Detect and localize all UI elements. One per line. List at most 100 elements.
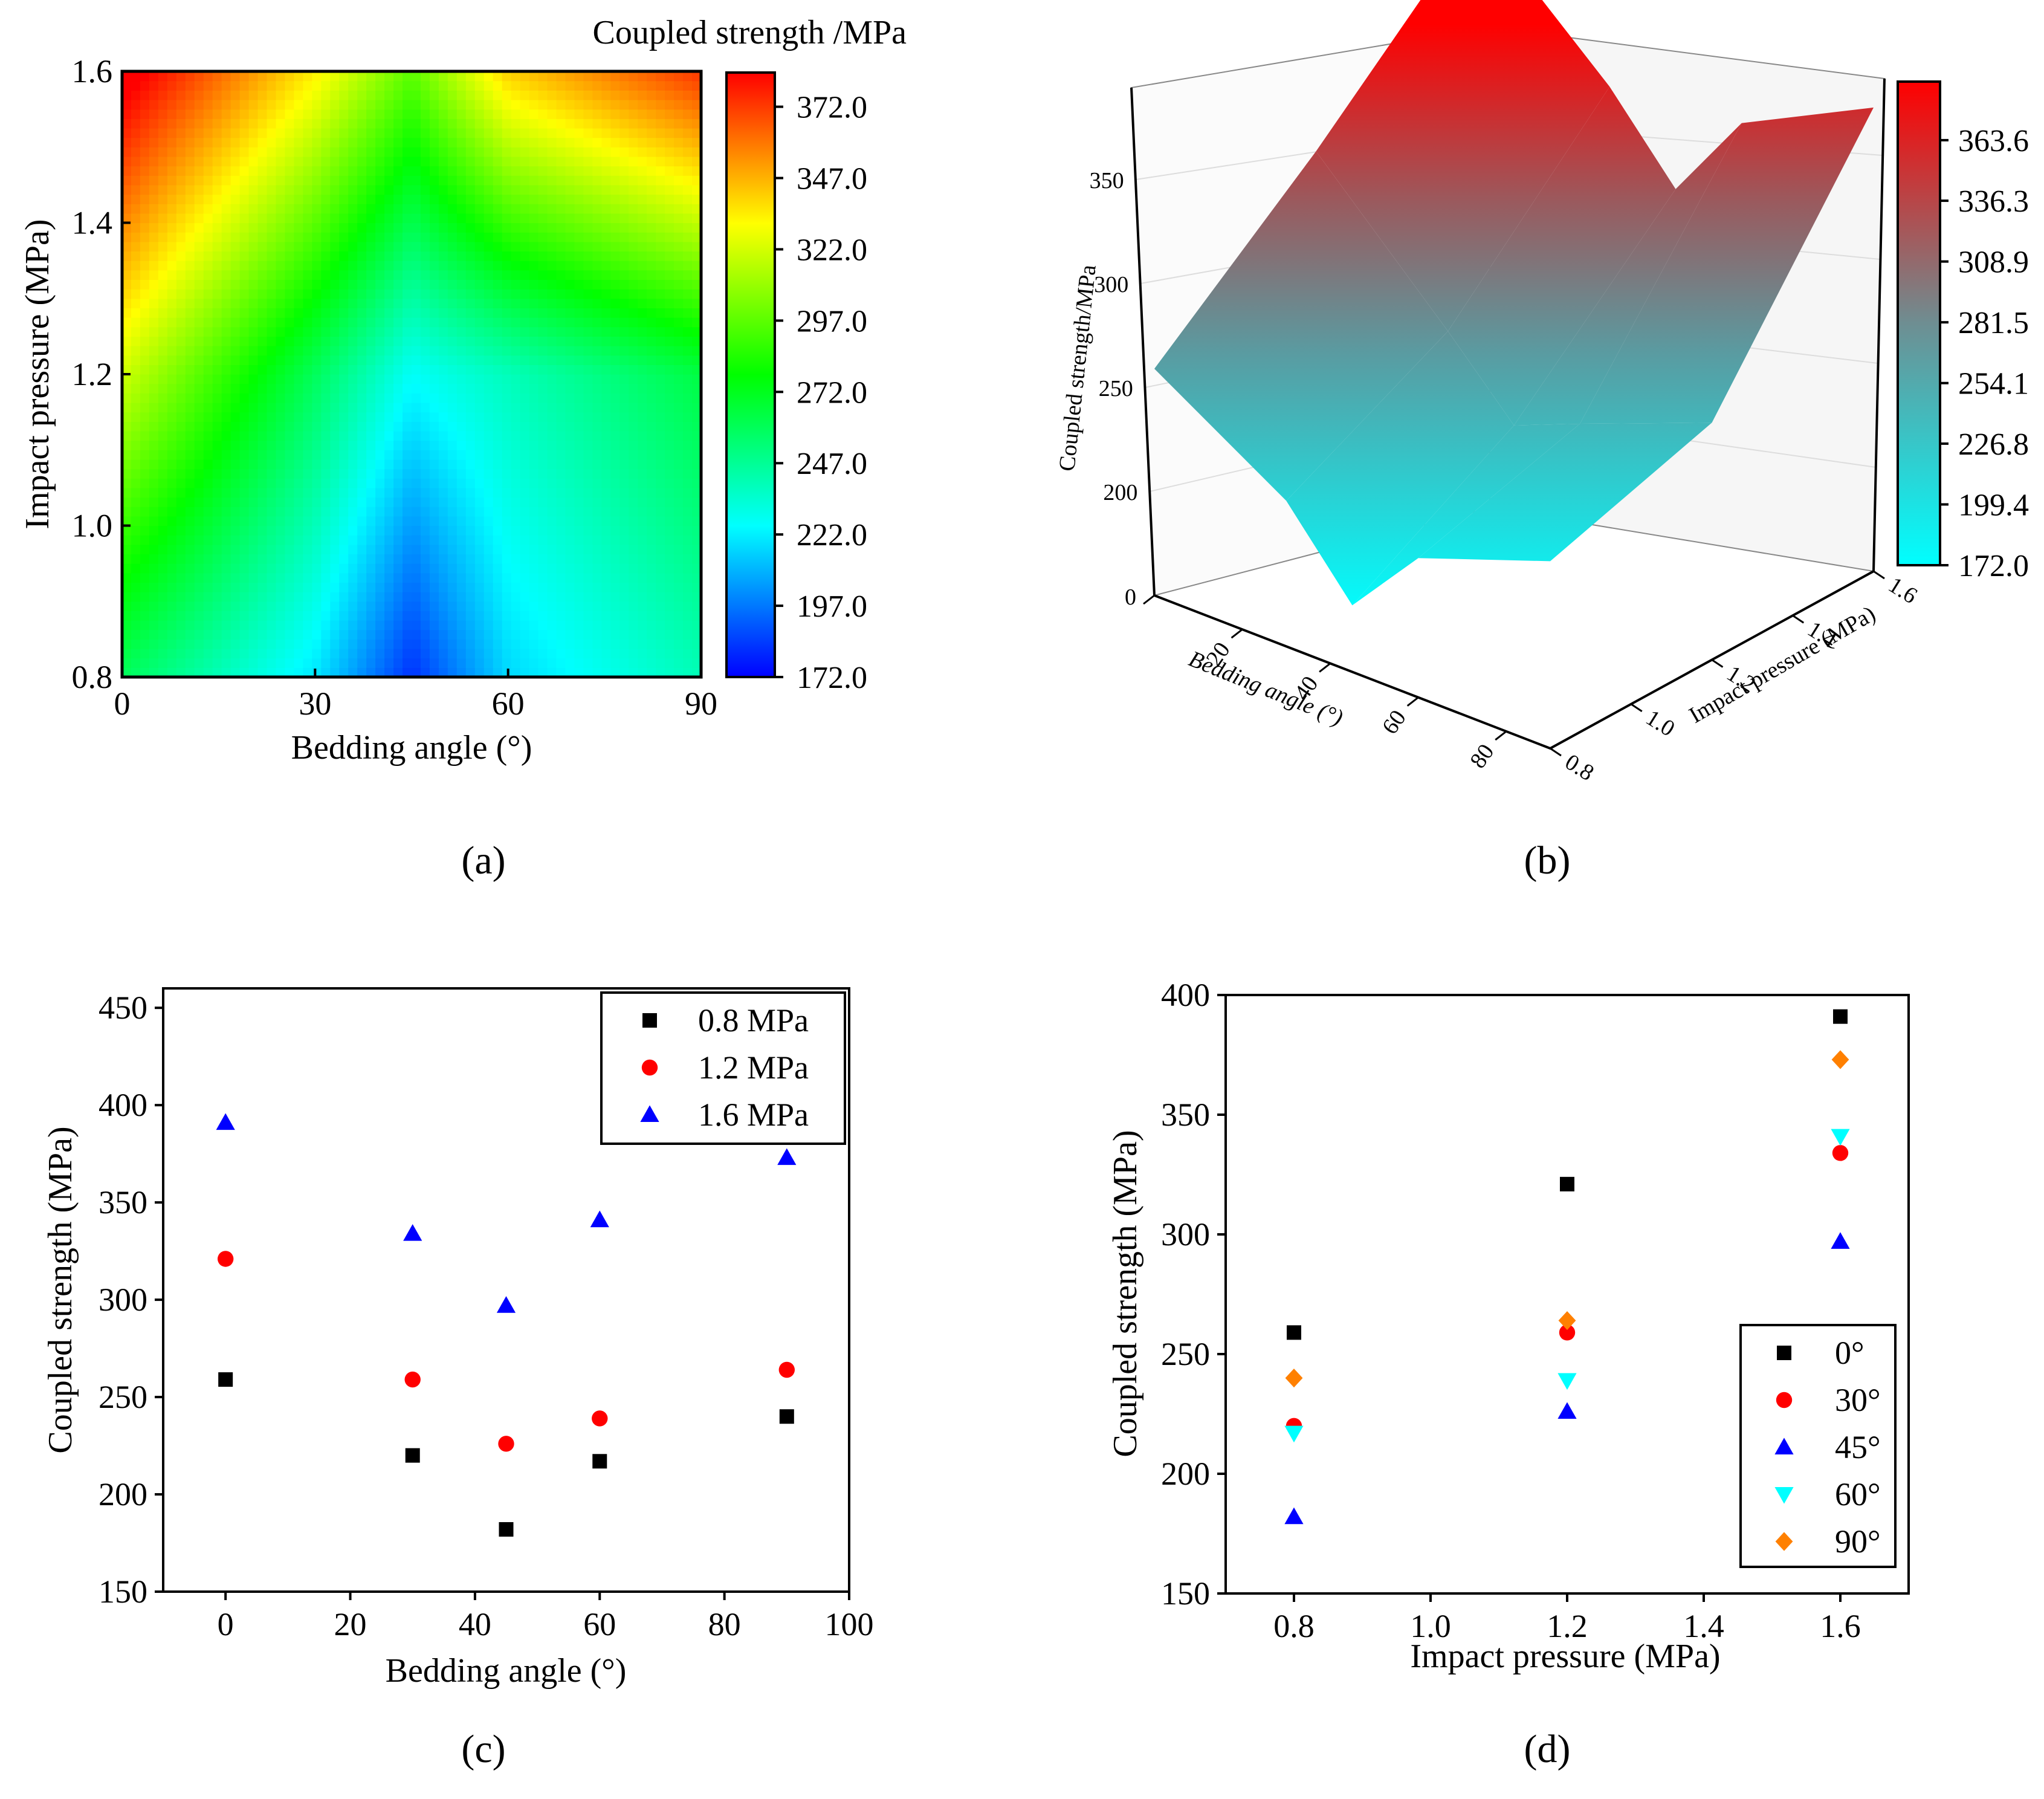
heatmap-cell [384,270,394,280]
heatmap-cell [267,525,277,536]
heatmap-cell [583,393,593,403]
heatmap-cell [230,241,241,252]
heatmap-cell [403,213,412,224]
colorbar-tick-label: 281.5 [1958,306,2029,340]
heatmap-cell [638,317,647,328]
heatmap-cell [493,393,503,403]
heatmap-cell [321,137,331,147]
heatmap-cell [484,326,494,337]
heatmap-cell [665,279,674,290]
heatmap-cell [610,222,620,233]
heatmap-cell [447,289,458,299]
heatmap-cell [257,156,268,167]
heatmap-cell [294,270,303,280]
heatmap-cell [230,535,241,545]
heatmap-cell [529,156,539,167]
heatmap-cell [321,478,331,488]
heatmap-cell [601,563,611,574]
heatmap-cell [511,639,521,649]
heatmap-cell [221,582,231,592]
heatmap-cell [592,516,602,527]
heatmap-cell [366,430,376,441]
heatmap-cell [194,241,204,252]
heatmap-cell [574,355,584,365]
heatmap-cell [683,71,693,82]
heatmap-cell [257,592,268,602]
data-point [217,1251,234,1267]
heatmap-cell [221,658,231,668]
heatmap-cell [294,222,303,233]
heatmap-cell [339,317,349,328]
heatmap-cell [348,336,358,346]
heatmap-cell [638,346,647,356]
heatmap-cell [520,222,530,233]
heatmap-cell [429,355,439,365]
heatmap-cell [131,326,141,337]
heatmap-cell [321,393,331,403]
heatmap-cell [412,90,421,100]
heatmap-cell [429,194,439,204]
heatmap-cell [556,629,566,640]
heatmap-cell [167,525,177,536]
heatmap-cell [429,90,439,100]
heatmap-cell [429,658,439,668]
heatmap-cell [267,402,277,413]
heatmap-cell [257,582,268,592]
heatmap-cell [511,241,521,252]
heatmap-cell [520,128,530,138]
heatmap-cell [592,572,602,583]
heatmap-cell [348,374,358,384]
heatmap-cell [574,402,584,413]
heatmap-cell [692,554,701,564]
heatmap-cell [565,611,575,621]
heatmap-cell [683,592,693,602]
heatmap-cell [167,507,177,517]
heatmap-cell [357,459,367,470]
heatmap-cell [339,251,349,261]
heatmap-cell [692,649,701,659]
heatmap-cell [248,620,259,630]
heatmap-cell [303,487,312,498]
heatmap-cell [583,450,593,460]
heatmap-cell [520,90,530,100]
heatmap-cell [294,639,303,649]
heatmap-cell [683,507,693,517]
heatmap-cell [529,383,539,394]
heatmap-cell [348,611,358,621]
heatmap-cell [656,658,665,668]
heatmap-cell [158,99,168,110]
heatmap-cell [194,544,204,555]
heatmap-cell [149,535,159,545]
heatmap-cell [647,601,656,612]
heatmap-cell [348,516,358,527]
heatmap-cell [438,232,448,242]
heatmap-cell [348,156,358,167]
heatmap-cell [194,450,204,460]
heatmap-cell [674,402,684,413]
heatmap-cell [610,393,620,403]
heatmap-cell [339,440,349,450]
heatmap-cell [212,611,222,621]
heatmap-cell [493,658,503,668]
heatmap-cell [556,525,566,536]
heatmap-cell [230,478,241,488]
heatmap-cell [638,222,647,233]
heatmap-cell [502,544,512,555]
heatmap-cell [176,232,186,242]
heatmap-cell [303,166,312,176]
x-tick-mark [1406,696,1419,707]
heatmap-cell [412,497,421,507]
heatmap-cell [185,308,195,318]
heatmap-cell [511,402,521,413]
heatmap-cell [303,507,312,517]
heatmap-cell [412,156,421,167]
heatmap-cell [484,572,494,583]
heatmap-cell [656,241,665,252]
heatmap-cell [131,554,141,564]
heatmap-cell [239,317,250,328]
heatmap-cell [656,194,665,204]
heatmap-cell [239,232,250,242]
heatmap-cell [665,649,674,659]
heatmap-cell [474,298,485,309]
heatmap-cell [176,194,186,204]
